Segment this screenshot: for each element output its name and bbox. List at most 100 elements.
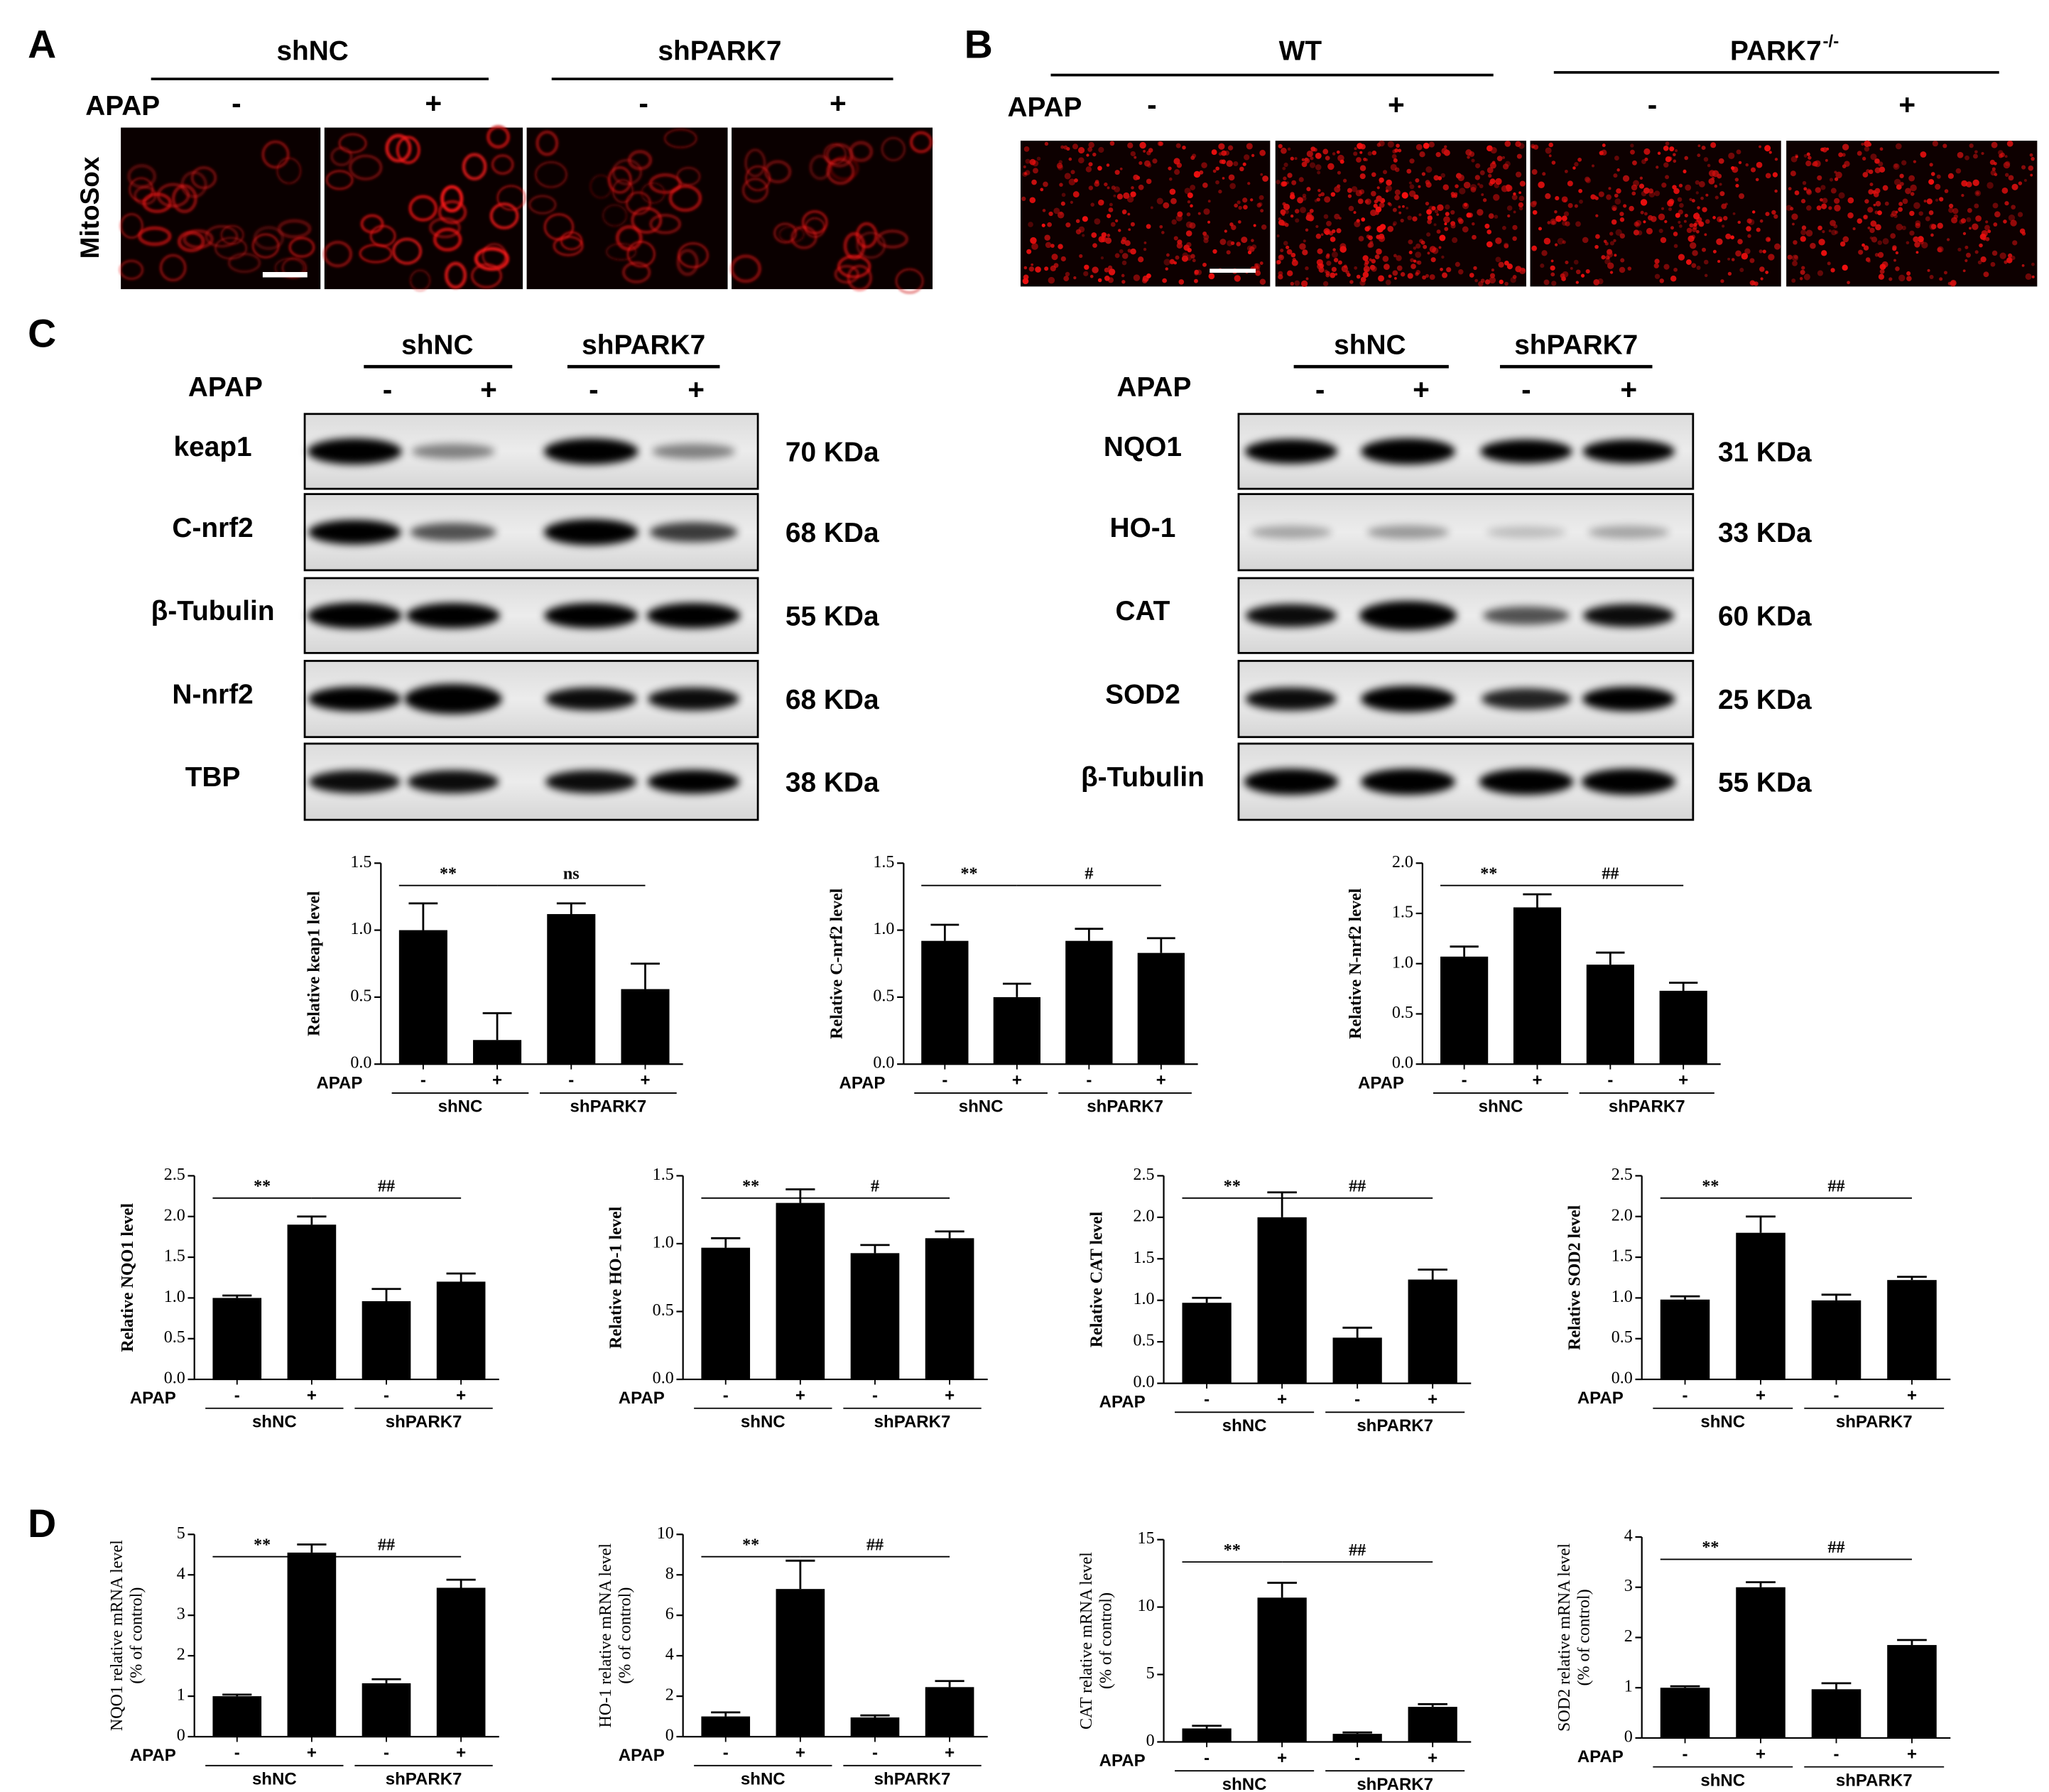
cell [1895, 210, 1898, 214]
bar [1513, 907, 1562, 1065]
cell [1909, 210, 1915, 217]
error-bar [1670, 1295, 1700, 1300]
y-tick-label: 0 [665, 1727, 674, 1745]
y-tick-label: 0.5 [164, 1328, 185, 1347]
cell [1430, 257, 1436, 263]
cell [1638, 183, 1645, 189]
cell [1309, 162, 1316, 168]
y-tick-label: 1.5 [1612, 1247, 1633, 1266]
cell [1788, 187, 1792, 191]
cell [1489, 276, 1496, 284]
cell [1425, 180, 1430, 185]
cell [1391, 153, 1397, 159]
cell [1425, 166, 1433, 173]
cell [1338, 217, 1342, 220]
cell [1874, 158, 1880, 164]
bar [1887, 1280, 1937, 1380]
cell [1489, 178, 1496, 185]
cell [1305, 266, 1309, 271]
cell [1751, 210, 1756, 214]
cell [1212, 169, 1217, 173]
cell [1644, 212, 1648, 216]
cell [220, 224, 244, 245]
cell [1684, 213, 1688, 217]
cell [1575, 269, 1581, 275]
cell [1494, 215, 1499, 219]
cell [1305, 277, 1309, 281]
cell [1161, 231, 1165, 234]
cell [1658, 213, 1665, 221]
cell [1616, 188, 1621, 194]
cell [1121, 273, 1125, 278]
cell [1290, 215, 1294, 218]
cell [1030, 237, 1037, 244]
cell [1444, 227, 1449, 232]
cell [1127, 142, 1134, 148]
cell [1828, 229, 1832, 232]
cell [1767, 238, 1771, 241]
cell [1259, 261, 1263, 265]
error-bar [1670, 1685, 1700, 1688]
cell [1044, 266, 1049, 271]
cell [1101, 200, 1104, 204]
cell [1394, 167, 1400, 173]
cell [1502, 156, 1506, 159]
cell [1374, 200, 1379, 204]
cell [1654, 273, 1661, 279]
cell [1426, 232, 1431, 237]
cell [1256, 202, 1262, 208]
cell [1394, 195, 1400, 201]
cell [1548, 154, 1552, 158]
cell [1790, 207, 1794, 211]
cell [1974, 250, 1979, 254]
cell [602, 204, 628, 227]
cell [1371, 172, 1376, 178]
micrograph [119, 127, 321, 290]
cell [1585, 176, 1590, 183]
cell [1918, 239, 1924, 244]
error-bar [1897, 1639, 1927, 1646]
size-label: 70 KDa [786, 437, 879, 467]
cell [1234, 203, 1239, 208]
significance-label: ** [254, 1536, 271, 1554]
cell [1431, 206, 1436, 211]
x-tick-label: + [1428, 1390, 1437, 1409]
cell [1074, 178, 1078, 183]
micrograph [1020, 141, 1271, 287]
cell [1939, 277, 1943, 281]
cell [1725, 233, 1732, 239]
band [1250, 526, 1332, 539]
cell [1987, 229, 1991, 234]
cell [1582, 237, 1589, 244]
panel-label: D [28, 1502, 56, 1546]
cell [1353, 151, 1358, 156]
cell [1928, 210, 1934, 215]
cell [1870, 153, 1877, 161]
y-axis-label-sub: (% of control) [1097, 1592, 1116, 1689]
treatment-label: APAP [188, 372, 263, 403]
cell [763, 160, 792, 184]
cell [1513, 192, 1516, 196]
y-tick-label: 1.0 [1392, 953, 1413, 972]
cell [1182, 252, 1188, 259]
cell [1962, 269, 1966, 273]
cell [1146, 273, 1151, 278]
cell [1817, 270, 1824, 276]
cell [1374, 254, 1380, 260]
cell [1276, 259, 1281, 264]
cell [1371, 190, 1376, 197]
cell [1762, 249, 1766, 254]
cell [1806, 152, 1810, 156]
cell [1864, 146, 1870, 152]
cell [1930, 172, 1935, 176]
cell [1056, 163, 1063, 169]
cell [1895, 266, 1900, 271]
cell [1025, 170, 1031, 175]
cell [881, 136, 906, 162]
cell [1663, 145, 1669, 151]
cell [1882, 238, 1889, 245]
group-label: shNC [1222, 1416, 1267, 1435]
cell [1962, 232, 1967, 236]
cell [1290, 281, 1294, 286]
cell [1419, 151, 1425, 158]
